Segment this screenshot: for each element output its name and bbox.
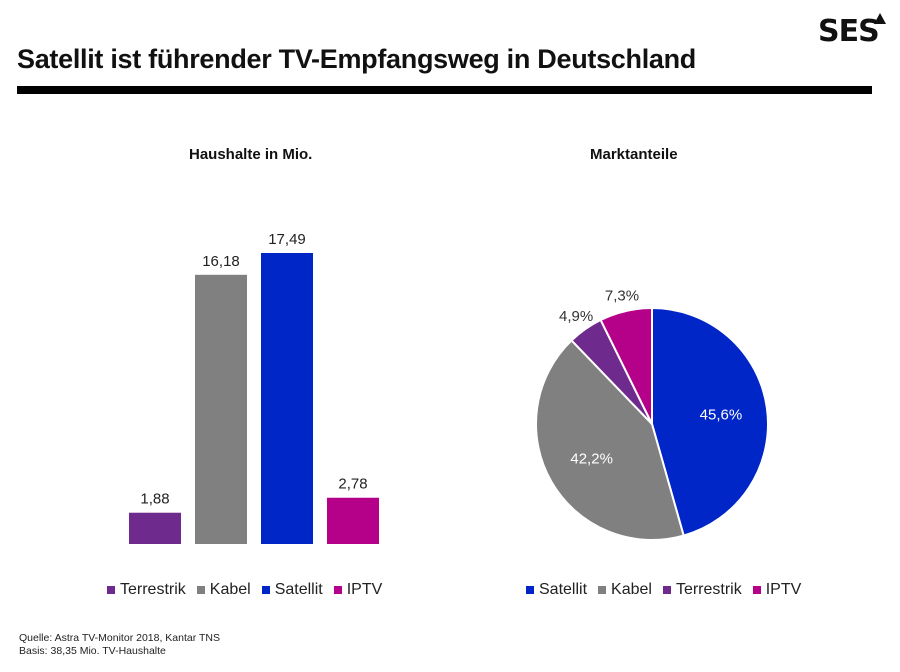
pie-value-label-iptv: 7,3% [605,287,639,304]
legend-label-iptv: IPTV [346,581,383,598]
pie-slice-kabel [535,339,685,541]
ses-logo: SES [818,14,880,49]
legend-swatch-terrestrik [662,586,671,594]
pie-value-label-terrestrik: 4,9% [559,308,593,325]
legend-label-kabel: Kabel [611,581,652,598]
legend-label-terrestrik: Terrestrik [120,581,186,598]
legend-swatch-iptv [752,586,761,594]
legend-swatch-kabel [598,586,607,594]
legend-item-satellit: Satellit [526,581,587,599]
bar-value-label-iptv: 2,78 [338,476,367,493]
legend-item-satellit: Satellit [261,581,323,599]
legend-item-terrestrik: Terrestrik [107,581,186,599]
legend-swatch-satellit [261,586,270,594]
pie-value-label-satellit: 45,6% [700,406,743,423]
legend-label-terrestrik: Terrestrik [675,581,742,598]
pie-value-label-kabel: 42,2% [570,451,613,468]
bar-chart-legend: Terrestrik Kabel Satellit IPTV [107,581,382,599]
title-divider [17,86,872,94]
legend-label-iptv: IPTV [765,581,802,598]
legend-item-terrestrik: Terrestrik [662,581,742,599]
legend-label-satellit: Satellit [539,581,588,598]
bar-value-label-kabel: 16,18 [202,253,240,270]
legend-item-kabel: Kabel [196,581,251,599]
source-text: Quelle: Astra TV-Monitor 2018, Kantar TN… [19,632,220,644]
basis-text: Basis: 38,35 Mio. TV-Haushalte [19,645,166,657]
legend-item-iptv: IPTV [333,581,383,599]
legend-label-satellit: Satellit [274,581,323,598]
bar-kabel [195,274,247,544]
page-title: Satellit ist führender TV-Empfangsweg in… [17,44,697,74]
pie-chart-title: Marktanteile [590,146,678,163]
legend-swatch-satellit [526,586,534,594]
legend-item-iptv: IPTV [752,581,802,599]
legend-swatch-iptv [333,586,342,594]
bar-terrestrik [129,512,181,544]
source-note: Quelle: Astra TV-Monitor 2018, Kantar TN… [19,632,220,658]
bar-chart-title: Haushalte in Mio. [189,146,313,163]
bar-satellit [261,253,313,544]
bar-iptv [327,497,379,544]
logo-triangle-icon [874,13,886,24]
bar-value-label-terrestrik: 1,88 [140,491,169,508]
legend-swatch-terrestrik [107,586,115,594]
pie-chart-legend: Satellit Kabel Terrestrik IPTV [526,581,801,599]
pie-slice-satellit [651,306,769,537]
bar-value-label-satellit: 17,49 [268,231,306,248]
legend-label-kabel: Kabel [209,581,251,598]
pie-slice-iptv [599,306,653,425]
legend-swatch-kabel [196,586,205,594]
legend-item-kabel: Kabel [598,581,652,599]
